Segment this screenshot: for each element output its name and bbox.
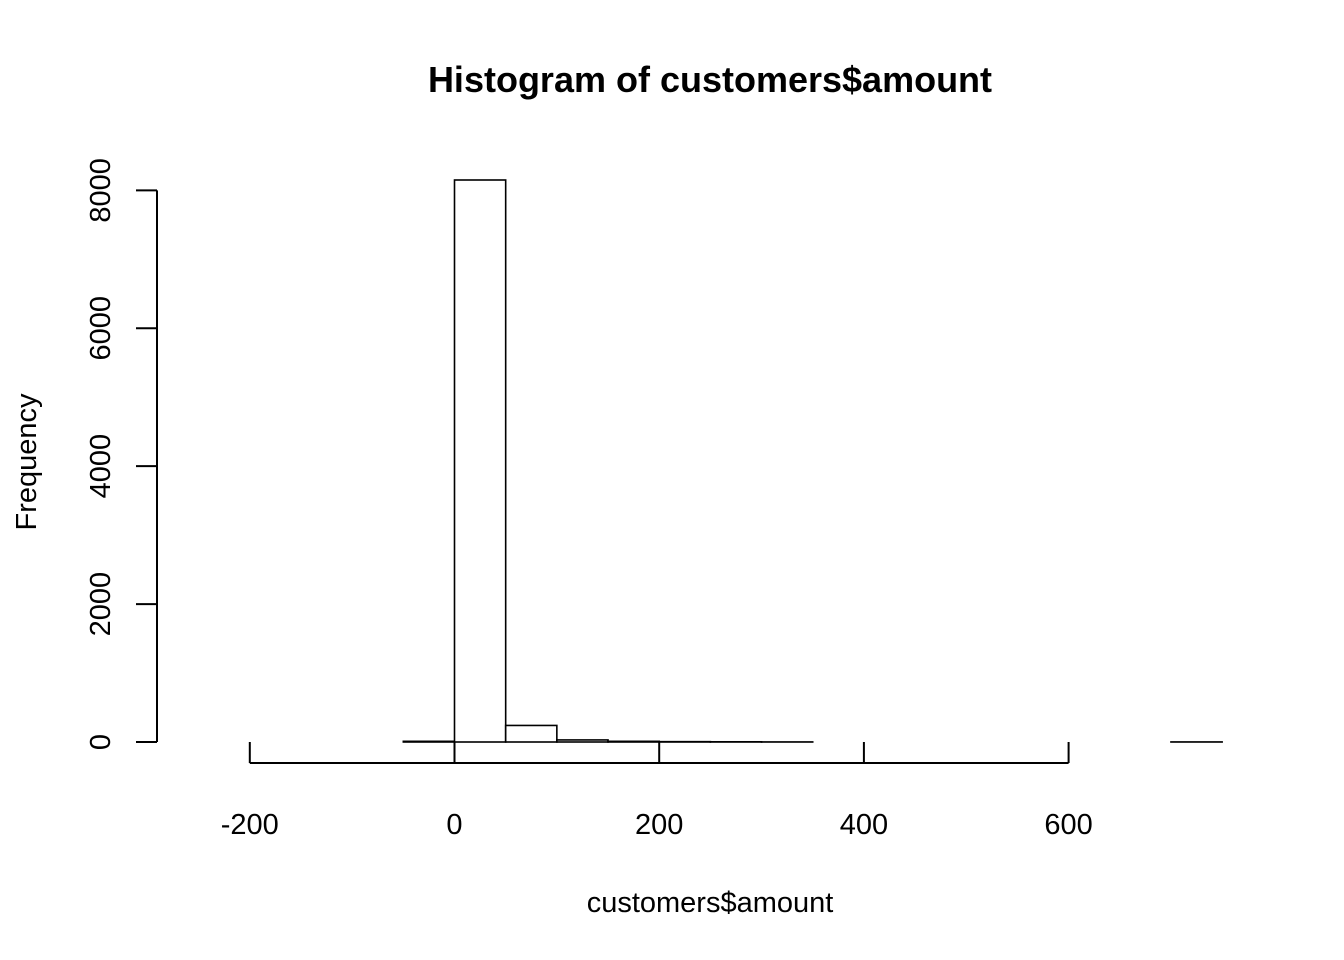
y-tick-label: 8000 [85,158,117,223]
histogram-bar [504,724,558,743]
y-tick-label: 4000 [85,434,117,499]
x-tick-label: 600 [1044,809,1092,841]
x-axis-label: customers$amount [587,887,834,919]
x-axis: -200 0 200 400 600 [221,742,1093,841]
chart-title: Histogram of customers$amount [428,59,992,100]
x-tick-label: 400 [840,809,888,841]
x-tick-label: 200 [635,809,683,841]
bars-group [402,179,1223,743]
y-tick-label: 2000 [85,572,117,637]
y-axis: 0 2000 4000 6000 8000 [85,158,158,750]
histogram-bar [402,740,456,743]
histogram-bar [556,739,609,743]
histogram-bar [453,179,507,743]
x-tick-label: 0 [446,809,462,841]
y-axis-label: Frequency [11,393,43,531]
histogram-bar [607,740,661,743]
y-tick-label: 6000 [85,296,117,361]
y-tick-label: 0 [85,734,117,750]
x-tick-label: -200 [221,809,279,841]
